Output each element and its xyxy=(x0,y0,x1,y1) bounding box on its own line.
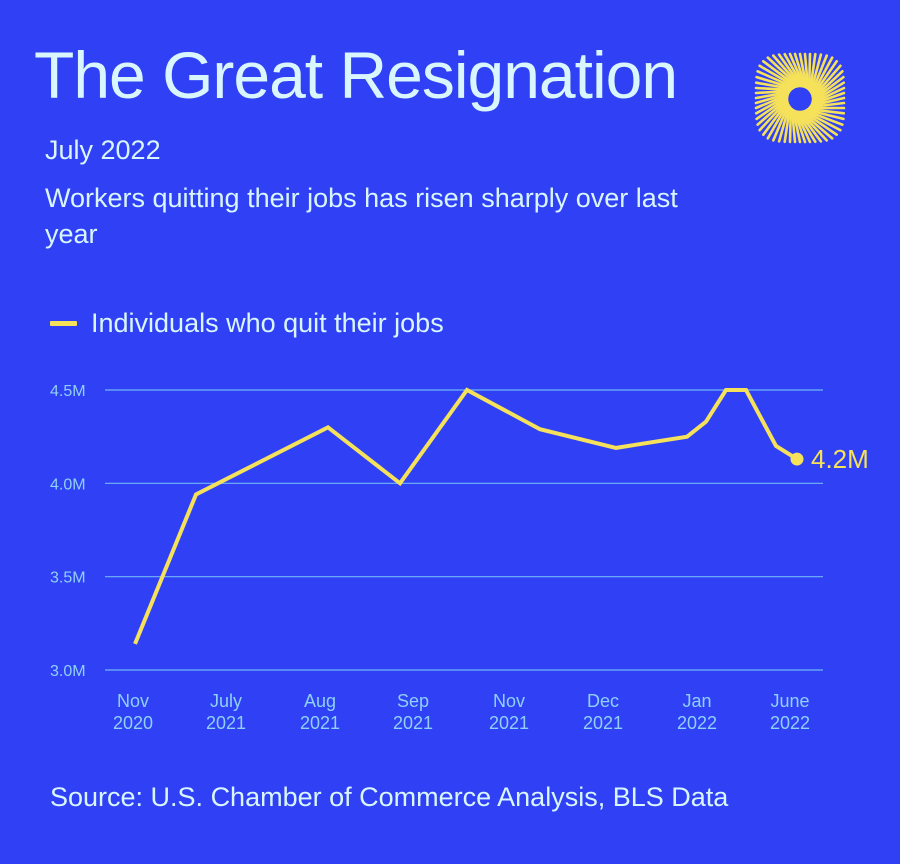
x-tick-label: Dec xyxy=(587,691,619,711)
end-point-marker xyxy=(790,452,804,466)
x-tick-label: 2022 xyxy=(677,713,717,733)
gridlines xyxy=(105,389,823,671)
chart-subtitle: Workers quitting their jobs has risen sh… xyxy=(45,183,678,249)
legend-swatch xyxy=(50,321,77,326)
y-tick-label: 3.5M xyxy=(50,570,86,587)
x-tick-label: Nov xyxy=(493,691,525,711)
x-tick-label: Nov xyxy=(117,691,149,711)
y-tick-label: 4.0M xyxy=(50,476,86,493)
x-tick-label: Jan xyxy=(682,691,711,711)
x-tick-label: 2022 xyxy=(770,713,810,733)
x-tick-label: Aug xyxy=(304,691,336,711)
y-axis-ticks: 3.0M 3.5M 4.0M 4.5M xyxy=(50,383,86,680)
x-tick-label: 2021 xyxy=(393,713,433,733)
x-tick-label: 2021 xyxy=(489,713,529,733)
x-axis-ticks: Nov2020July2021Aug2021Sep2021Nov2021Dec2… xyxy=(113,691,810,733)
x-tick-label: June xyxy=(770,691,809,711)
chart-date: July 2022 xyxy=(45,135,161,165)
y-tick-label: 4.5M xyxy=(50,383,86,400)
x-tick-label: Sep xyxy=(397,691,429,711)
y-tick-label: 3.0M xyxy=(50,663,86,680)
x-tick-label: July xyxy=(210,691,242,711)
x-tick-label: 2021 xyxy=(583,713,623,733)
chart-legend: Individuals who quit their jobs xyxy=(50,308,444,339)
source-note: Source: U.S. Chamber of Commerce Analysi… xyxy=(50,782,729,812)
x-tick-label: 2021 xyxy=(206,713,246,733)
series-line xyxy=(133,387,799,645)
x-tick-label: 2020 xyxy=(113,713,153,733)
chart-title: The Great Resignation xyxy=(34,38,678,112)
sunburst-logo-icon xyxy=(754,52,846,144)
legend-label: Individuals who quit their jobs xyxy=(91,308,444,338)
end-value-label: 4.2M xyxy=(811,444,869,474)
x-tick-label: 2021 xyxy=(300,713,340,733)
